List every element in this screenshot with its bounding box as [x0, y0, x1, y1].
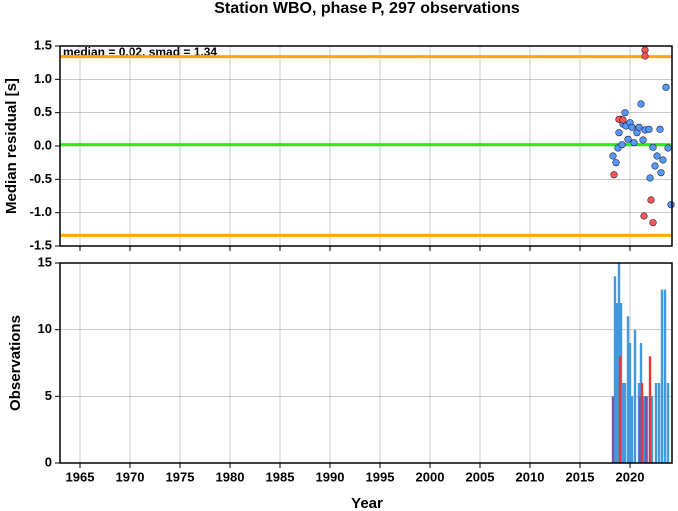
bar: [663, 289, 667, 463]
x-tick-label: 1985: [266, 469, 295, 484]
x-tick-label: 1975: [166, 469, 195, 484]
bar: [621, 383, 625, 463]
y-tick-label: 0.5: [34, 104, 52, 119]
x-tick-label: 1970: [116, 469, 145, 484]
point: [664, 144, 672, 152]
y-tick-label: -1.5: [30, 237, 52, 252]
point: [624, 135, 632, 143]
point: [639, 136, 647, 144]
plot-frame: [59, 262, 673, 464]
bar: [666, 383, 670, 463]
y-tick-label: 10: [38, 321, 52, 336]
x-tick-label: 2000: [416, 469, 445, 484]
y-tick-label: -0.5: [30, 171, 52, 186]
x-axis-label: Year: [351, 495, 383, 511]
bar: [654, 383, 658, 463]
bar: [644, 396, 648, 463]
point: [612, 159, 620, 167]
point: [640, 212, 648, 220]
y-axis-label: Observations: [7, 315, 24, 411]
bar: [615, 303, 619, 463]
point: [641, 52, 649, 60]
point: [610, 171, 618, 179]
bar: [640, 383, 644, 463]
bar: [657, 383, 661, 463]
point: [667, 201, 675, 209]
x-tick-label: 2005: [466, 469, 495, 484]
x-tick-label: 1990: [316, 469, 345, 484]
x-tick-label: 1995: [366, 469, 395, 484]
bar: [613, 276, 617, 463]
point: [656, 125, 664, 133]
point: [630, 139, 638, 147]
y-tick-label: 1.0: [34, 71, 52, 86]
point: [641, 46, 649, 54]
bar: [611, 396, 615, 463]
point: [619, 116, 627, 124]
point: [618, 141, 626, 149]
plot-frame: [59, 45, 673, 247]
point: [649, 219, 657, 227]
x-tick-label: 2010: [516, 469, 545, 484]
bar: [618, 356, 622, 463]
bar: [638, 396, 642, 463]
point: [609, 152, 617, 160]
bar: [630, 396, 634, 463]
point: [651, 162, 659, 170]
x-tick-label: 2020: [616, 469, 645, 484]
y-tick-label: 1.5: [34, 37, 52, 52]
point: [621, 109, 629, 117]
x-tick-label: 2015: [566, 469, 595, 484]
point: [662, 83, 670, 91]
point: [645, 125, 653, 133]
x-tick-label: 1980: [216, 469, 245, 484]
point: [657, 169, 665, 177]
point: [646, 174, 654, 182]
point: [659, 156, 667, 164]
y-tick-label: 15: [38, 254, 52, 269]
bar: [648, 356, 652, 463]
point: [628, 123, 636, 131]
bar: [660, 289, 664, 463]
x-tick-label: 1965: [66, 469, 95, 484]
point: [647, 196, 655, 204]
bar: [623, 383, 627, 463]
y-tick-label: 0.0: [34, 137, 52, 152]
bar: [650, 396, 654, 463]
point: [649, 143, 657, 151]
point: [637, 100, 645, 108]
y-axis-label: Median residual [s]: [3, 78, 20, 214]
chart-title: Station WBO, phase P, 297 observations: [214, 0, 520, 17]
y-tick-label: 0: [45, 454, 52, 469]
y-tick-label: -1.0: [30, 204, 52, 219]
bar: [628, 343, 632, 463]
bar: [633, 329, 637, 463]
y-tick-label: 5: [45, 388, 52, 403]
bar: [642, 396, 646, 463]
bar: [626, 316, 630, 463]
point: [653, 152, 661, 160]
point: [635, 123, 643, 131]
point: [615, 129, 623, 137]
